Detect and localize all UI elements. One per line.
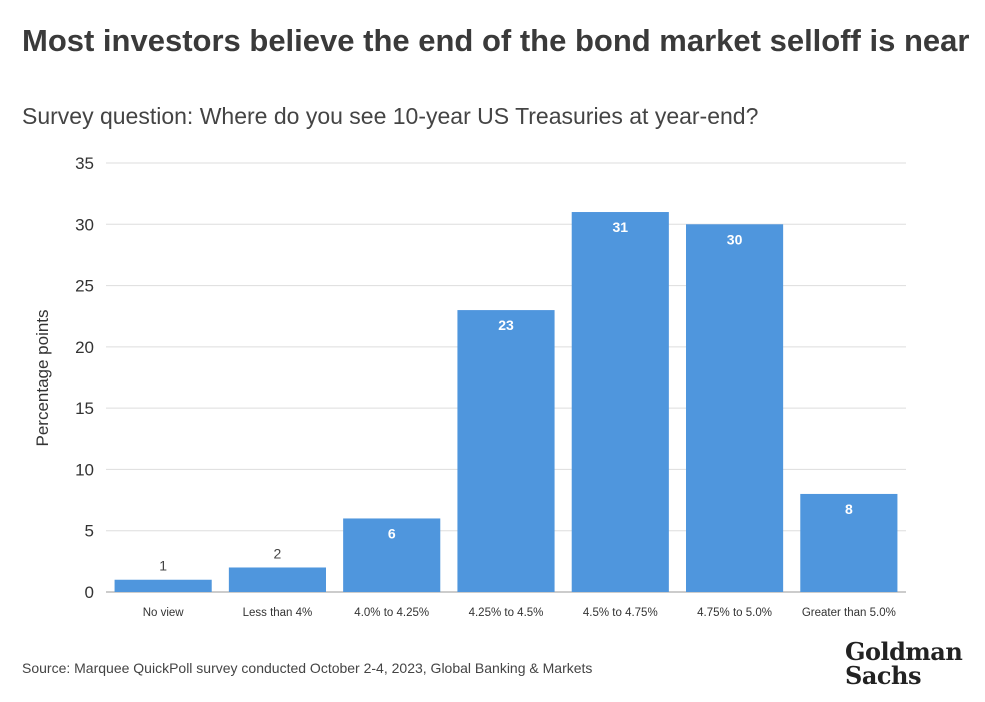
bar xyxy=(114,579,212,592)
y-tick-label: 10 xyxy=(75,460,94,479)
x-tick-label: 4.25% to 4.5% xyxy=(469,607,544,619)
bar-chart: 0 5 10 15 20 25 30 35 1 2 6 23 31 30 8 No view Less th… xyxy=(33,154,906,619)
bar xyxy=(343,518,441,592)
x-tick-label: 4.5% to 4.75% xyxy=(583,607,658,619)
chart-title: Most investors believe the end of the bo… xyxy=(22,23,970,58)
bar xyxy=(228,567,326,592)
bar xyxy=(686,224,784,593)
bars xyxy=(114,212,898,593)
y-axis-label: Percentage points xyxy=(33,309,52,446)
data-label: 6 xyxy=(388,525,396,541)
logo-line-1: Goldman xyxy=(845,637,963,666)
data-label: 30 xyxy=(727,231,743,247)
goldman-sachs-logo: Goldman Sachs xyxy=(845,640,975,688)
y-tick-label: 15 xyxy=(75,399,94,418)
y-tick-label: 35 xyxy=(75,154,94,173)
bar xyxy=(457,310,555,592)
data-label: 1 xyxy=(159,558,167,574)
x-tick-label: Less than 4% xyxy=(243,607,313,619)
bar xyxy=(800,493,898,592)
y-tick-label: 25 xyxy=(75,277,94,296)
y-tick-label: 0 xyxy=(85,583,94,602)
x-tick-label: 4.75% to 5.0% xyxy=(697,607,772,619)
bar xyxy=(571,212,669,592)
data-label: 8 xyxy=(845,501,853,517)
data-label: 23 xyxy=(498,317,514,333)
logo-line-2: Sachs xyxy=(845,661,921,690)
x-tick-labels: No view Less than 4% 4.0% to 4.25% 4.25% to… xyxy=(143,607,896,619)
data-labels: 1 2 6 23 31 30 8 xyxy=(159,219,853,574)
data-label: 2 xyxy=(274,545,282,561)
y-tick-labels: 0 5 10 15 20 25 30 35 xyxy=(75,154,94,602)
y-tick-label: 20 xyxy=(75,338,94,357)
chart-subtitle: Survey question: Where do you see 10-yea… xyxy=(22,103,759,129)
x-tick-label: 4.0% to 4.25% xyxy=(354,607,429,619)
data-label: 31 xyxy=(612,219,628,235)
x-tick-label: Greater than 5.0% xyxy=(802,607,896,619)
source-note: Source: Marquee QuickPoll survey conduct… xyxy=(22,660,593,676)
y-tick-label: 30 xyxy=(75,215,94,234)
y-tick-label: 5 xyxy=(85,522,94,541)
x-tick-label: No view xyxy=(143,607,185,619)
